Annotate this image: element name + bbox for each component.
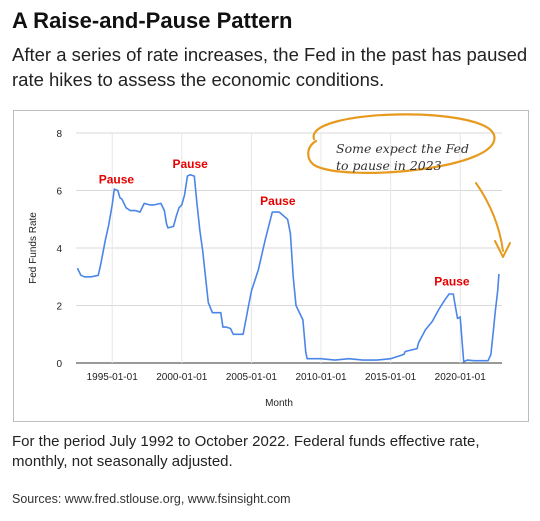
pause-label: Pause	[172, 157, 208, 171]
x-tick-label: 2005-01-01	[226, 372, 278, 383]
annotation-text: to pause in 2023	[336, 158, 442, 173]
y-tick-label: 6	[56, 187, 62, 198]
line-chart: 0 2 4 6 8 1995-01-01 2000-01-01 2005-01-01 2010-…	[28, 113, 511, 409]
x-tick-label: 2000-01-01	[156, 372, 208, 383]
x-tick-label: 2020-01-01	[435, 372, 487, 383]
chart-caption: For the period July 1992 to October 2022…	[12, 433, 480, 470]
y-tick-label: 8	[56, 129, 62, 140]
x-tick-label: 1995-01-01	[87, 372, 139, 383]
annotation-text: Some expect the Fed	[336, 141, 469, 156]
annotation-arrow	[475, 182, 504, 252]
pause-label: Pause	[260, 194, 296, 208]
sources-line: Sources: www.fred.stlouse.org, www.fsins…	[12, 492, 291, 506]
y-tick-label: 0	[56, 359, 62, 370]
chart-subtitle: After a series of rate increases, the Fe…	[12, 44, 528, 90]
pause-label: Pause	[434, 275, 470, 289]
x-axis-label: Month	[265, 398, 293, 409]
pause-label: Pause	[99, 173, 135, 187]
annotation-arrowhead	[494, 240, 511, 258]
chart-title: A Raise-and-Pause Pattern	[12, 8, 293, 33]
y-tick-label: 4	[56, 244, 62, 255]
series-line	[76, 173, 500, 363]
x-tick-label: 2010-01-01	[295, 372, 347, 383]
x-tick-label: 2015-01-01	[365, 372, 417, 383]
chart-frame: 0 2 4 6 8 1995-01-01 2000-01-01 2005-01-01 2010-…	[13, 110, 529, 422]
y-axis-label: Fed Funds Rate	[28, 212, 39, 284]
y-tick-label: 2	[56, 302, 62, 313]
annotation-ellipse	[307, 113, 496, 174]
